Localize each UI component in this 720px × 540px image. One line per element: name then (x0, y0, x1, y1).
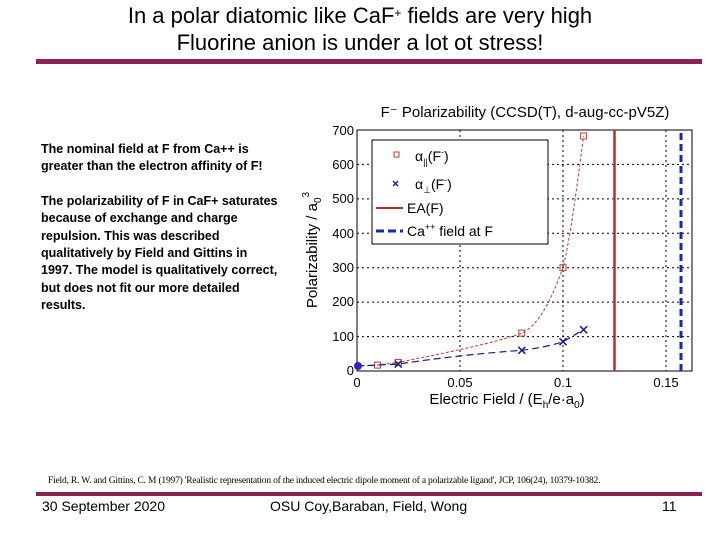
title-line-1: In a polar diatomic like CaF+ fields are… (127, 3, 593, 28)
citation-footnote: Field, R. W. and Gittins, C. M (1997) 'R… (48, 476, 601, 486)
footer-authors: OSU Coy,Baraban, Field, Wong (270, 498, 468, 514)
svg-text:EA(F): EA(F) (407, 200, 444, 216)
svg-text:700: 700 (332, 123, 354, 138)
polarizability-chart: F⁻ Polarizability (CCSD(T), d-aug-cc-pV5… (295, 95, 715, 420)
alpha-perp-curve (356, 329, 584, 367)
svg-text:0.15: 0.15 (653, 375, 678, 390)
x-tick-labels: 0 0.05 0.1 0.15 (353, 375, 678, 390)
page-number: 11 (662, 498, 677, 514)
title-line-2: Fluorine anion is under a lot ot stress! (176, 30, 544, 55)
paragraph-nominal-field: The nominal field at F from Ca++ is grea… (41, 142, 263, 174)
title-divider (36, 59, 702, 64)
svg-text:300: 300 (332, 260, 354, 275)
svg-text:400: 400 (332, 226, 354, 241)
y-axis-label: Polarizability / a03 (301, 191, 324, 308)
footer-divider (36, 492, 702, 496)
svg-text:Ca++ field at F: Ca++ field at F (407, 222, 493, 239)
slide-title: In a polar diatomic like CaF+ fields are… (0, 2, 720, 56)
svg-text:0.1: 0.1 (554, 375, 572, 390)
alpha-parallel-curve (356, 135, 585, 367)
paragraph-polarizability: The polarizability of F in CaF+ saturate… (41, 193, 278, 313)
x-axis-label: Electric Field / (Eh/e·a0) (429, 391, 584, 411)
plot-frame (356, 129, 693, 372)
footer-date: 30 September 2020 (42, 498, 165, 514)
svg-text:0: 0 (347, 363, 354, 378)
left-text-block: The nominal field at F from Ca++ is grea… (41, 141, 281, 332)
chart-title: F⁻ Polarizability (CCSD(T), d-aug-cc-pV5… (381, 104, 670, 121)
svg-text:200: 200 (332, 294, 354, 309)
alpha-perp-markers (394, 325, 588, 369)
svg-text:600: 600 (332, 157, 354, 172)
y-tick-labels: 0 100 200 300 400 500 600 700 (332, 123, 354, 378)
svg-text:0: 0 (353, 375, 360, 390)
svg-text:100: 100 (332, 329, 354, 344)
origin-point (354, 362, 362, 370)
svg-text:0.05: 0.05 (447, 375, 472, 390)
alpha-parallel-markers (374, 132, 588, 369)
svg-text:500: 500 (332, 191, 354, 206)
chart-legend: α||(F-) α⊥(F-) EA(F) Ca++ field at F (371, 139, 549, 245)
